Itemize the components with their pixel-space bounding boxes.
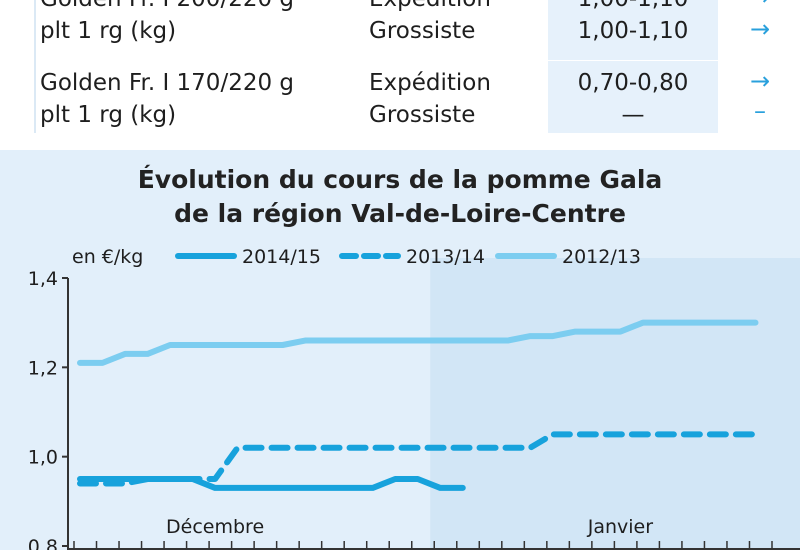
y-tick-label: 0,8 xyxy=(28,536,58,550)
month-label: Janvier xyxy=(587,516,654,538)
chart-subtitle: de la région Val-de-Loire-Centre xyxy=(174,199,626,228)
product-packaging: plt 1 rg (kg) xyxy=(40,18,177,44)
price-chart: Évolution du cours de la pomme Gala de l… xyxy=(0,150,800,550)
price-value: 0,70-0,80 xyxy=(577,70,689,96)
series-line-2014-15 xyxy=(77,476,466,491)
price-value: 1,00-1,10 xyxy=(577,18,689,44)
product-packaging: plt 1 rg (kg) xyxy=(40,102,177,128)
legend-label: 2014/15 xyxy=(242,246,321,268)
table-row: Golden Fr. I 170/220 g plt 1 rg (kg) Exp… xyxy=(0,63,800,133)
trend-stable-icon: – xyxy=(754,97,766,125)
price-cell: 1,00-1,10 1,00-1,10 xyxy=(548,0,718,63)
chart-title: Évolution du cours de la pomme Gala xyxy=(137,165,663,194)
market-stage: Grossiste xyxy=(369,102,476,128)
product-name: Golden Fr. I 170/220 g xyxy=(40,70,294,96)
trend-arrow-icon: → xyxy=(749,15,771,43)
chart-canvas: 2014/15 2013/14 2012/13 0,8 1,0 1,2 1,4 Décemb… xyxy=(28,246,800,550)
trend-arrow-icon: → xyxy=(749,67,771,95)
price-cell: 0,70-0,80 — xyxy=(548,63,718,133)
price-value: 1,00-1,10 xyxy=(548,0,718,15)
january-band xyxy=(430,258,800,550)
market-stage: Grossiste xyxy=(369,18,476,44)
row-divider xyxy=(40,60,800,61)
trend-arrow-icon: → xyxy=(720,0,800,11)
y-tick-label: 1,0 xyxy=(28,447,58,469)
price-table: Golden Fr. I 200/220 g plt 1 rg (kg) Exp… xyxy=(0,0,800,133)
y-tick-label: 1,4 xyxy=(28,268,58,290)
table-left-rule xyxy=(34,0,36,133)
legend-label: 2012/13 xyxy=(562,246,641,268)
product-name: Golden Fr. I 200/220 g xyxy=(40,0,294,15)
table-row: Golden Fr. I 200/220 g plt 1 rg (kg) Exp… xyxy=(0,0,800,63)
market-stage: Expédition xyxy=(369,0,491,15)
market-stage: Expédition xyxy=(369,70,491,96)
y-axis-unit: en €/kg xyxy=(72,246,143,268)
month-label: Décembre xyxy=(166,516,264,538)
legend-label: 2013/14 xyxy=(406,246,485,268)
price-value: — xyxy=(621,102,645,128)
y-tick-label: 1,2 xyxy=(28,357,58,379)
